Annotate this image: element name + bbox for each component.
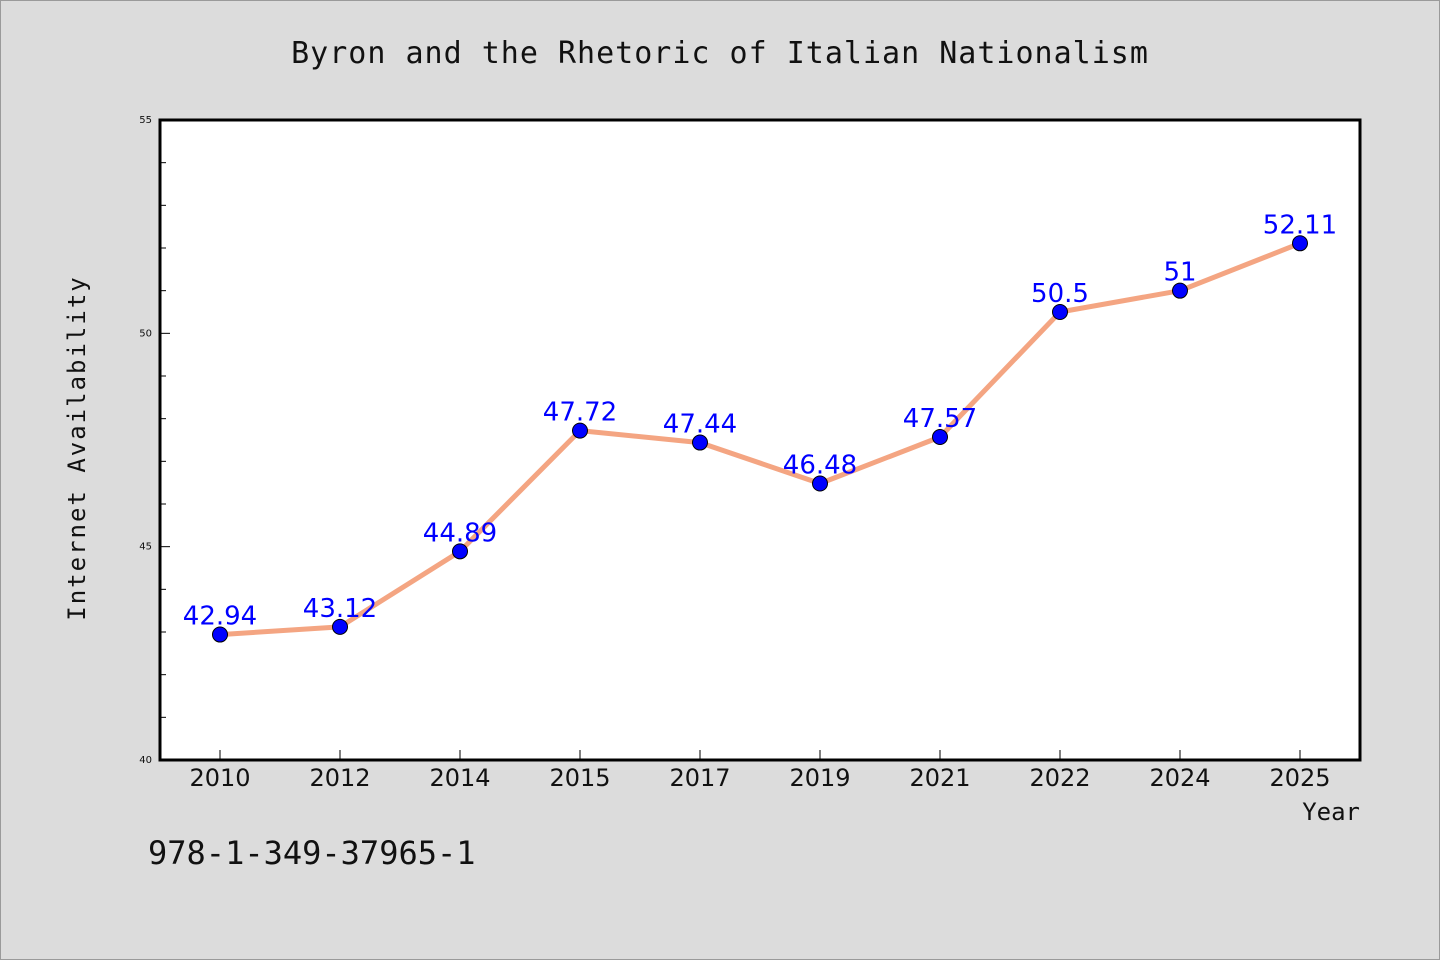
x-axis-ticks: 2010 2012 2014 2015 2017 2019 2021 2022 2024 2025 <box>189 750 1331 792</box>
data-point <box>932 429 948 446</box>
x-tick-label: 2012 <box>309 764 370 792</box>
x-tick-label: 2024 <box>1149 764 1210 792</box>
data-label: 46.48 <box>783 451 857 481</box>
chart-title: Byron and the Rhetoric of Italian Nation… <box>291 36 1149 71</box>
plot-area <box>158 118 1362 762</box>
data-point <box>1052 304 1068 320</box>
data-point <box>212 626 228 643</box>
data-point <box>332 618 348 635</box>
y-tick-label: 55 <box>139 115 152 126</box>
x-tick-label: 2014 <box>429 764 490 792</box>
data-point <box>572 422 588 439</box>
x-tick-label: 2010 <box>189 764 250 792</box>
data-labels: 42.94 43.12 44.89 47.72 47.44 46.48 47.57 50.5 5… <box>183 210 1337 631</box>
y-tick-label: 40 <box>139 755 152 766</box>
x-tick-label: 2015 <box>549 764 610 792</box>
data-label: 47.72 <box>543 398 617 428</box>
y-tick-label: 50 <box>139 328 152 339</box>
data-label: 42.94 <box>183 602 257 632</box>
data-point <box>452 543 468 560</box>
x-tick-label: 2025 <box>1269 764 1330 792</box>
x-axis-label: Year <box>1302 798 1360 826</box>
data-label: 47.44 <box>663 410 737 440</box>
series-line <box>219 240 1301 638</box>
series-markers <box>212 235 1308 643</box>
y-axis-label: Internet Availability <box>63 275 91 620</box>
data-point <box>812 475 828 492</box>
x-tick-label: 2021 <box>909 764 970 792</box>
data-label: 44.89 <box>423 518 497 548</box>
data-point <box>692 434 708 451</box>
x-tick-label: 2017 <box>669 764 730 792</box>
data-label: 43.12 <box>303 594 377 624</box>
x-tick-label: 2019 <box>789 764 850 792</box>
y-axis-ticks: 40 45 50 55 <box>139 115 170 766</box>
y-tick-label: 45 <box>139 542 152 553</box>
data-label: 47.57 <box>903 404 977 434</box>
data-point <box>1292 235 1308 252</box>
data-point <box>1172 282 1188 299</box>
isbn-note: 978-1-349-37965-1 <box>148 834 476 872</box>
data-label: 50.5 <box>1031 279 1089 309</box>
x-tick-label: 2022 <box>1029 764 1090 792</box>
data-label: 52.11 <box>1263 210 1337 240</box>
data-label: 51 <box>1163 258 1196 288</box>
